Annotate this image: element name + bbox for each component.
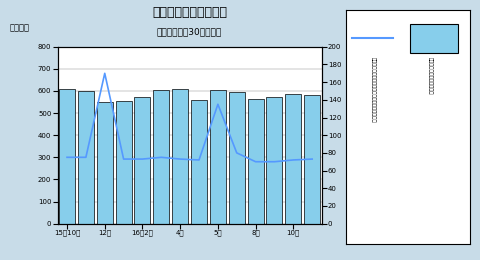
Bar: [116, 101, 132, 224]
Text: 賃金と労働時間の推移: 賃金と労働時間の推移: [152, 6, 227, 20]
Bar: [266, 96, 282, 224]
Text: （事業所規模30人以上）: （事業所規模30人以上）: [157, 27, 222, 36]
Bar: [191, 100, 207, 224]
Bar: [78, 91, 94, 224]
Bar: [210, 90, 226, 224]
Bar: [59, 89, 75, 224]
Bar: [410, 24, 458, 53]
Bar: [229, 92, 245, 224]
Bar: [304, 95, 320, 224]
Bar: [248, 99, 264, 224]
Bar: [97, 102, 113, 224]
Text: （千円）: （千円）: [10, 24, 30, 33]
Bar: [172, 89, 188, 224]
Text: 総実労働時間（一人当たり月間総実労働時間）: 総実労働時間（一人当たり月間総実労働時間）: [371, 57, 375, 123]
Text: （時間）: （時間）: [349, 24, 369, 33]
Bar: [153, 90, 169, 224]
Text: 賃金（月間現金給与総額）: 賃金（月間現金給与総額）: [428, 57, 433, 95]
Bar: [134, 96, 150, 224]
Bar: [285, 94, 301, 224]
